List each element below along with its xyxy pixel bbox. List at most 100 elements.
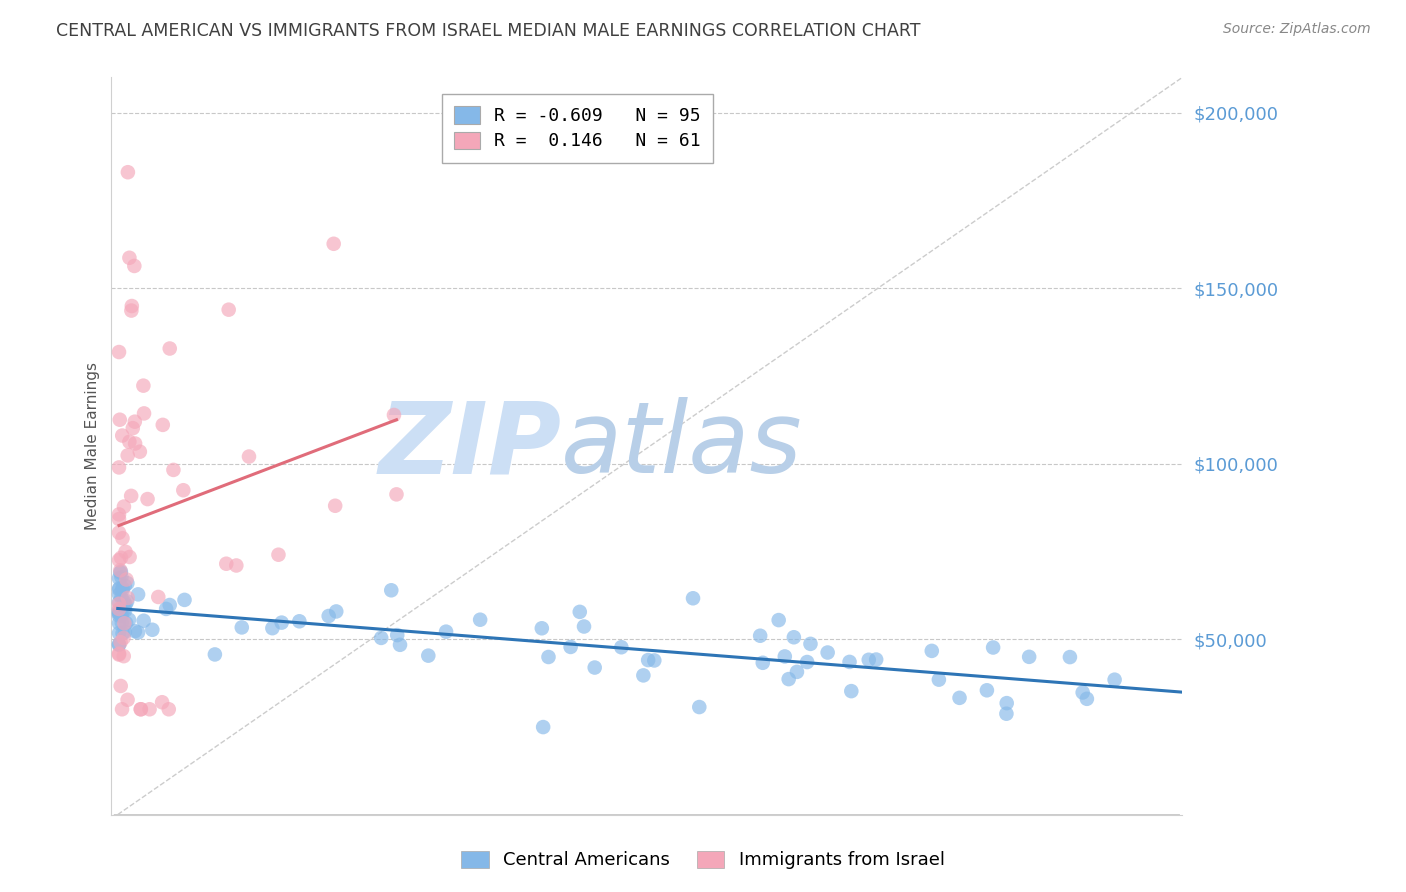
Point xyxy=(114,579,136,593)
Point xyxy=(152,417,174,432)
Point xyxy=(688,700,710,714)
Point xyxy=(108,553,131,567)
Point xyxy=(110,550,132,565)
Point xyxy=(124,624,146,639)
Point xyxy=(108,602,131,616)
Point xyxy=(389,638,412,652)
Point xyxy=(132,406,155,420)
Point xyxy=(270,615,292,630)
Point xyxy=(148,590,170,604)
Point xyxy=(155,602,177,616)
Point xyxy=(325,604,347,618)
Point xyxy=(1076,691,1098,706)
Point xyxy=(136,492,159,507)
Point xyxy=(115,616,138,631)
Point xyxy=(121,421,143,435)
Point xyxy=(288,615,311,629)
Point xyxy=(114,624,136,639)
Point xyxy=(159,342,181,356)
Point xyxy=(108,588,131,602)
Point xyxy=(995,696,1018,710)
Point xyxy=(108,607,131,621)
Point xyxy=(124,259,146,273)
Point xyxy=(115,573,138,587)
Point xyxy=(560,640,582,654)
Point xyxy=(124,436,146,450)
Point xyxy=(108,626,131,640)
Point xyxy=(108,608,131,623)
Point xyxy=(110,591,132,605)
Point xyxy=(127,625,149,640)
Point xyxy=(799,637,821,651)
Point xyxy=(114,545,136,559)
Point xyxy=(111,626,134,640)
Point xyxy=(1018,649,1040,664)
Point xyxy=(108,637,131,651)
Point xyxy=(118,549,141,564)
Point xyxy=(752,656,775,670)
Point xyxy=(468,613,491,627)
Point xyxy=(110,604,132,618)
Point xyxy=(921,644,943,658)
Point xyxy=(643,653,665,667)
Point xyxy=(218,302,240,317)
Point xyxy=(839,684,862,698)
Point xyxy=(112,616,135,631)
Point xyxy=(568,605,591,619)
Point xyxy=(682,591,704,606)
Point xyxy=(111,428,134,442)
Point xyxy=(225,558,247,573)
Point xyxy=(231,620,253,634)
Point xyxy=(108,525,131,540)
Point xyxy=(112,500,135,514)
Point xyxy=(108,512,131,526)
Point xyxy=(817,646,839,660)
Point xyxy=(129,702,152,716)
Point xyxy=(110,563,132,577)
Point xyxy=(112,631,135,645)
Point xyxy=(786,665,808,679)
Point xyxy=(159,598,181,612)
Point xyxy=(114,604,136,618)
Point xyxy=(796,655,818,669)
Point xyxy=(323,499,346,513)
Point xyxy=(172,483,194,498)
Point xyxy=(633,668,655,682)
Point xyxy=(118,434,141,449)
Point xyxy=(120,489,142,503)
Point xyxy=(110,679,132,693)
Point xyxy=(157,702,180,716)
Point xyxy=(132,614,155,628)
Point xyxy=(530,621,553,635)
Point xyxy=(129,702,152,716)
Point xyxy=(110,565,132,579)
Point xyxy=(132,378,155,392)
Point xyxy=(865,652,887,666)
Text: atlas: atlas xyxy=(561,398,803,494)
Point xyxy=(110,566,132,580)
Point xyxy=(108,345,131,359)
Point xyxy=(117,591,139,605)
Point xyxy=(112,595,135,609)
Point xyxy=(117,693,139,707)
Point xyxy=(138,702,160,716)
Point xyxy=(215,557,238,571)
Point xyxy=(108,597,131,611)
Point xyxy=(124,415,146,429)
Point xyxy=(118,251,141,265)
Point xyxy=(768,613,790,627)
Point xyxy=(162,463,184,477)
Point xyxy=(976,683,998,698)
Text: ZIP: ZIP xyxy=(378,398,561,494)
Point xyxy=(387,628,409,642)
Point xyxy=(318,609,340,624)
Point xyxy=(1104,673,1126,687)
Point xyxy=(111,531,134,545)
Point xyxy=(108,606,131,620)
Point xyxy=(112,649,135,664)
Point xyxy=(322,236,344,251)
Point xyxy=(108,648,131,662)
Point xyxy=(111,582,134,597)
Point xyxy=(434,624,457,639)
Point xyxy=(108,595,131,609)
